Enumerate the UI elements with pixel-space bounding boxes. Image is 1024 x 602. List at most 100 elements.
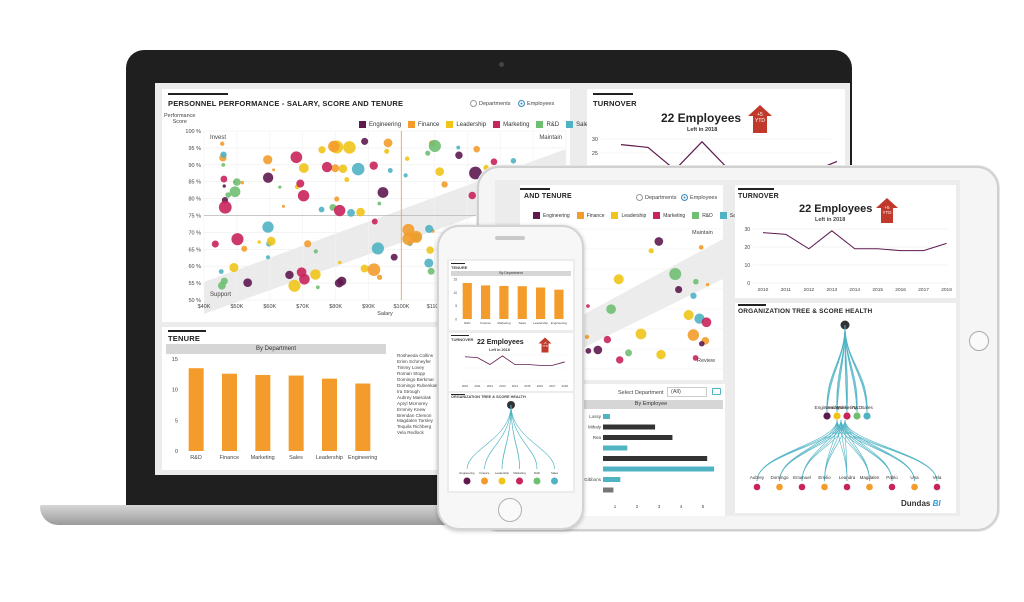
scatter-point xyxy=(218,200,232,214)
scatter-point xyxy=(367,263,381,277)
scatter-point xyxy=(313,249,318,254)
scatter-point xyxy=(606,304,616,315)
legend-label: Leadership xyxy=(621,212,647,219)
legend-item-1[interactable]: Finance xyxy=(408,121,439,128)
legend-item-4[interactable]: R&D xyxy=(692,212,713,219)
x-tick-label: Sales xyxy=(518,321,526,325)
scatter-point xyxy=(456,145,461,150)
toggle-employees[interactable]: Employees xyxy=(518,100,554,107)
scatter-point xyxy=(337,260,342,265)
scatter-point xyxy=(441,181,448,188)
legend-label: Finance xyxy=(586,212,605,219)
legend-item-2[interactable]: Leadership xyxy=(611,212,646,219)
legend-swatch xyxy=(611,212,619,219)
phone-home-button[interactable] xyxy=(498,498,522,522)
employee-avatar xyxy=(776,483,783,491)
employee-list-item: Ira Strough xyxy=(397,388,420,394)
brand-logo: Dundas BI xyxy=(901,499,941,508)
y-tick-label: 30 xyxy=(592,137,598,143)
department-label: Leadership xyxy=(495,471,509,475)
laptop-camera xyxy=(499,62,504,67)
scatter-point xyxy=(693,278,699,285)
tablet-radio-employees[interactable] xyxy=(681,194,689,201)
phone-turnover-panel: TURNOVER 22 Employees Left in 2018 +5 YT… xyxy=(449,333,573,391)
y-tick-label: 80 % xyxy=(188,197,201,203)
legend-item-3[interactable]: Marketing xyxy=(493,121,529,128)
toggle-departments[interactable]: Departments xyxy=(470,100,511,107)
phone-screen: TENURE By Department 15 10 5 0 R&D Finance Mar… xyxy=(447,259,575,493)
radio-employees[interactable] xyxy=(518,100,526,107)
scatter-point xyxy=(387,168,393,173)
tablet-maintain-label: Maintain xyxy=(692,230,713,236)
y-tick-label: 10 xyxy=(453,291,457,295)
tablet-employee-panel: Select Department (All) By Employee Loss… xyxy=(575,384,725,516)
phone-org-panel: ORGANIZATION TREE & SCORE HEALTH Enginee… xyxy=(449,393,573,491)
legend-item-5[interactable]: Sales xyxy=(566,121,591,128)
y-tick-label: 20 xyxy=(744,245,750,251)
scatter-point xyxy=(304,240,312,248)
select-department-label: Select Department xyxy=(618,390,664,396)
tree-link xyxy=(466,404,512,470)
tree-link xyxy=(510,404,520,470)
tree-link xyxy=(466,404,512,470)
scatter-point xyxy=(221,162,226,167)
scatter-point xyxy=(347,209,355,217)
scatter-point xyxy=(351,162,365,176)
legend-item-0[interactable]: Engineering xyxy=(533,212,570,219)
scatter-point xyxy=(428,139,441,153)
phone-turnover-line-chart: 2010 2011 2012 2013 2014 2015 2016 2017 2018 xyxy=(461,354,568,388)
department-label: Sales xyxy=(551,471,559,475)
scatter-point xyxy=(690,292,697,299)
tablet-employee-band: By Employee xyxy=(579,400,723,409)
scatter-point xyxy=(315,285,320,290)
scatter-point xyxy=(356,207,365,217)
scatter-point xyxy=(220,151,227,158)
scatter-point xyxy=(285,270,294,280)
scatter-point xyxy=(281,204,286,208)
x-tick-label: Leadership xyxy=(533,321,548,325)
x-tick-label: R&D xyxy=(190,455,202,461)
legend-swatch xyxy=(536,121,544,128)
legend-item-4[interactable]: R&D xyxy=(536,121,559,128)
employee-list-item: Rosheeda Collins xyxy=(397,353,434,358)
tablet-toggle-employees[interactable]: Employees xyxy=(681,194,717,201)
tablet-toggle-departments[interactable]: Departments xyxy=(636,194,677,201)
radio-departments[interactable] xyxy=(470,100,477,107)
legend-swatch xyxy=(359,121,366,128)
employee-avatar xyxy=(821,483,828,491)
y-tick-label: 25 xyxy=(592,151,598,157)
legend-item-3[interactable]: Marketing xyxy=(653,212,685,219)
employee-bar xyxy=(603,414,610,419)
legend-swatch xyxy=(653,212,661,219)
phone-tenure-bar xyxy=(536,287,546,319)
legend-item-0[interactable]: Engineering xyxy=(359,121,401,128)
tenure-title: TENURE xyxy=(168,334,201,343)
tree-link xyxy=(484,404,512,470)
legend-item-1[interactable]: Finance xyxy=(576,212,605,219)
department-label: Leadership xyxy=(825,405,849,410)
tablet-turnover-headline: 22 Employees xyxy=(799,203,873,215)
scatter-point xyxy=(473,145,480,153)
legend-item-2[interactable]: Leadership xyxy=(446,121,486,128)
scatter-point xyxy=(217,281,226,290)
department-node xyxy=(853,412,861,420)
scatter-point xyxy=(272,168,276,172)
tablet-home-button[interactable] xyxy=(969,331,989,351)
employee-list-item: Domingo Berkmar xyxy=(397,376,435,382)
x-tick-label: $100K xyxy=(394,304,410,310)
select-department-dropdown[interactable]: (All) xyxy=(667,387,707,397)
scatter-point xyxy=(220,141,225,146)
scatter-point xyxy=(425,224,434,233)
scatter-point xyxy=(656,349,666,360)
x-tick-label: 2010 xyxy=(462,384,469,388)
legend-swatch xyxy=(692,212,700,219)
export-icon[interactable] xyxy=(712,388,721,395)
scatter-point xyxy=(297,189,310,202)
tablet-org-title: ORGANIZATION TREE & SCORE HEALTH xyxy=(738,308,873,315)
scatter-point xyxy=(692,355,699,361)
x-tick-label: $80K xyxy=(329,304,342,310)
x-tick-label: 2012 xyxy=(487,384,494,388)
scatter-point xyxy=(371,242,384,255)
tablet-radio-departments[interactable] xyxy=(636,194,643,201)
scatter-point xyxy=(243,278,253,288)
